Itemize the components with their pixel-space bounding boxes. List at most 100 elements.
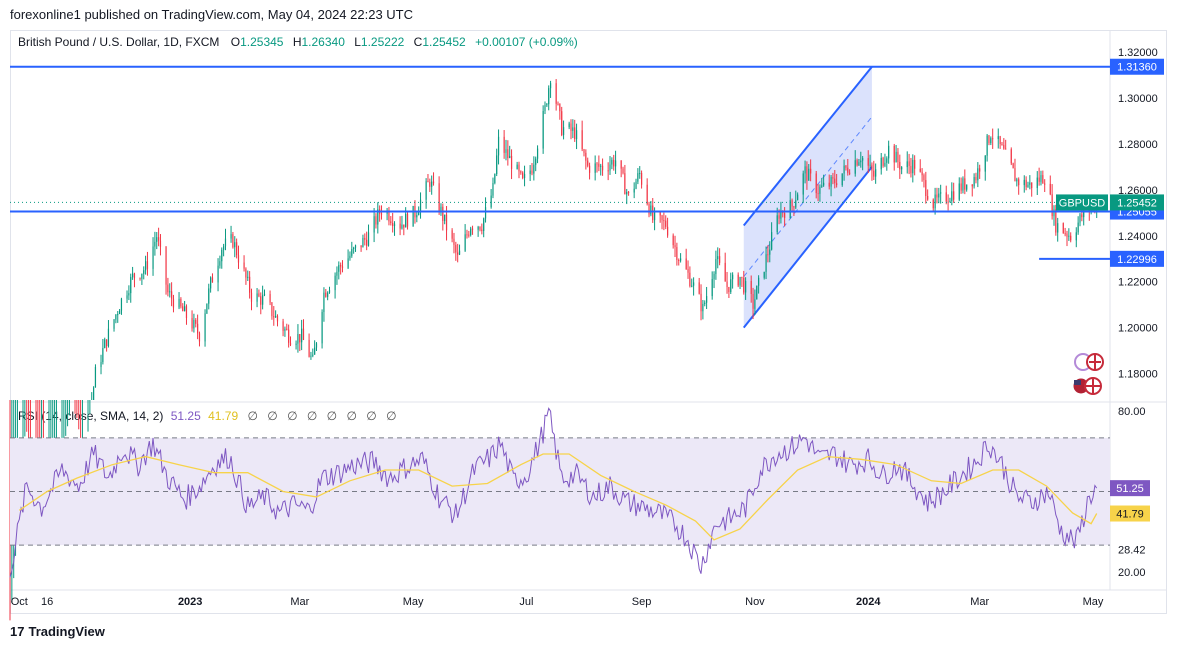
candle-body <box>536 148 539 159</box>
candle-body <box>128 293 130 296</box>
candle-body <box>945 192 947 202</box>
candle-body <box>715 259 717 274</box>
time-axis-label: 16 <box>41 596 53 608</box>
candle-body <box>620 160 622 169</box>
candle-body <box>401 224 403 229</box>
channel-lower-line <box>742 166 873 329</box>
candle-body <box>247 276 249 278</box>
candle-body <box>393 223 396 227</box>
candle-body <box>366 239 368 246</box>
candle-body <box>570 123 572 131</box>
candle-body <box>949 200 951 202</box>
level-price-tag <box>1110 250 1164 267</box>
candle-body <box>230 234 232 239</box>
candle-body <box>466 234 468 236</box>
candle-body <box>971 184 973 187</box>
time-axis-label: Mar <box>970 596 989 608</box>
candle-body <box>217 265 219 283</box>
candle-body <box>992 138 994 140</box>
candle-body <box>92 387 95 400</box>
candle-body <box>458 250 461 255</box>
candle-body <box>243 262 245 269</box>
candle-body <box>817 193 819 195</box>
candle-body <box>139 278 141 280</box>
candle-body <box>223 246 225 250</box>
close-price-label: 1.25452 <box>1117 197 1157 209</box>
candle-body <box>477 226 479 230</box>
candle-body <box>336 271 338 276</box>
candle-body <box>130 277 132 294</box>
candle-body <box>771 232 773 250</box>
candle-body <box>884 162 886 166</box>
candle-body <box>791 200 793 207</box>
candle-body <box>457 252 459 255</box>
symbol-legend: British Pound / U.S. Dollar, 1D, FXCM O1… <box>18 35 584 49</box>
candle-body <box>914 159 916 169</box>
price-axis-tick: 1.30000 <box>1118 93 1158 105</box>
candle-body <box>302 328 305 340</box>
candle-body <box>730 279 732 293</box>
candle-body <box>719 256 721 263</box>
candle-body <box>113 319 115 329</box>
candle-body <box>973 177 975 187</box>
candle-body <box>325 292 327 297</box>
candle-body <box>815 173 817 194</box>
candle-body <box>899 161 901 170</box>
candle-body <box>594 163 596 173</box>
level-price-label: 1.22996 <box>1117 254 1157 266</box>
currency-flags <box>1072 353 1104 395</box>
candle-body <box>260 296 262 305</box>
candle-body <box>100 362 102 368</box>
candle-body <box>180 298 182 307</box>
rsi-empty-value: ∅ <box>287 409 298 423</box>
candle-body <box>360 245 362 248</box>
channel-upper-line <box>742 66 873 227</box>
candle-body <box>250 292 253 302</box>
rsi-axis-tick: 80.00 <box>1118 406 1146 418</box>
candle-body <box>674 245 676 248</box>
candle-body <box>507 149 509 159</box>
candle-body <box>102 347 104 363</box>
candle-body <box>328 290 331 293</box>
candle-body <box>399 223 401 229</box>
candle-body <box>776 215 778 233</box>
candle-body <box>178 298 180 308</box>
candle-body <box>289 342 292 346</box>
tradingview-footer[interactable]: 17 TradingView <box>10 624 105 639</box>
candle-body <box>585 152 587 161</box>
candle-body <box>947 201 949 203</box>
candle-body <box>195 319 197 324</box>
candle-body <box>600 165 602 167</box>
candle-body <box>691 285 693 287</box>
candle-body <box>334 275 336 291</box>
candle-body <box>951 191 953 201</box>
candle-body <box>453 238 455 245</box>
candle-body <box>999 136 1001 144</box>
candle-body <box>375 216 377 225</box>
candle-body <box>921 171 923 176</box>
candle-body <box>299 334 301 343</box>
candle-body <box>219 261 221 266</box>
candle-body <box>364 237 366 240</box>
candle-body <box>667 226 669 236</box>
candle-body <box>678 259 680 261</box>
candle-body <box>613 159 615 167</box>
candle-body <box>503 136 505 153</box>
rsi-pane <box>9 407 1110 578</box>
candle-body <box>492 183 494 196</box>
candle-body <box>481 229 483 231</box>
chart-frame[interactable] <box>10 30 1167 614</box>
candle-body <box>531 170 533 174</box>
candle-body <box>795 200 797 208</box>
candle-body <box>351 249 353 256</box>
candle-body <box>237 255 240 263</box>
candle-body <box>1064 233 1066 235</box>
candle-body <box>1049 183 1051 195</box>
candle-body <box>470 228 472 236</box>
candle-body <box>308 339 310 357</box>
candle-body <box>780 211 782 219</box>
candle-body <box>611 159 613 165</box>
candle-body <box>659 212 661 216</box>
candle-body <box>1040 175 1042 182</box>
